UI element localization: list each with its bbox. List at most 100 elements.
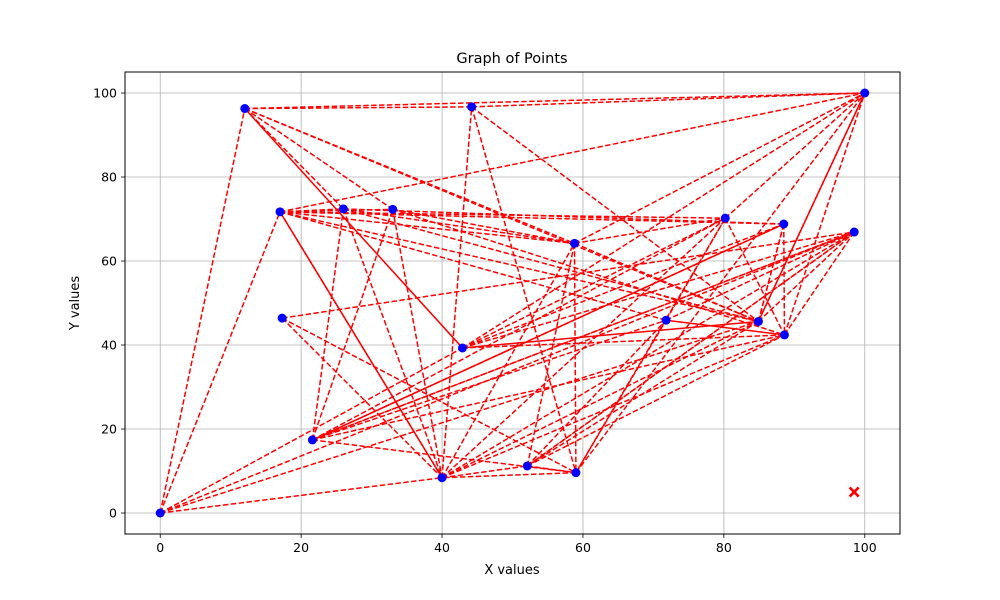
- dashed-edge: [527, 465, 577, 474]
- data-point: [522, 461, 532, 471]
- solid-edge: [279, 211, 443, 479]
- data-point: [277, 313, 287, 323]
- x-marker: [848, 486, 860, 498]
- dashed-edge: [665, 231, 855, 321]
- dashed-edge: [343, 208, 784, 225]
- dashed-edge: [311, 209, 394, 441]
- data-point: [388, 204, 398, 214]
- dashed-edge: [392, 208, 575, 245]
- dashed-edge: [574, 92, 866, 245]
- dashed-edge: [526, 320, 759, 467]
- dashed-edge: [244, 106, 472, 110]
- axis-ticks: 0 20 40 60 80 100 0 20 40 60 80 100: [93, 86, 877, 556]
- y-axis-label: Y values: [68, 276, 83, 332]
- dashed-edge: [462, 334, 785, 349]
- dashed-edge: [441, 231, 855, 479]
- dashed-edge: [282, 231, 855, 319]
- y-tick-label: 20: [101, 422, 117, 437]
- dashed-edge: [783, 224, 786, 335]
- dashed-edge: [312, 217, 726, 441]
- x-axis-label: X values: [484, 563, 540, 578]
- dashed-edge: [441, 320, 759, 479]
- dashed-edge: [471, 106, 759, 323]
- y-tick-label: 60: [101, 254, 117, 269]
- data-point: [240, 104, 250, 114]
- dashed-edge: [244, 92, 865, 110]
- data-point: [720, 213, 730, 223]
- dashed-edge: [574, 217, 726, 245]
- dashed-edge: [574, 242, 759, 323]
- grid: [125, 72, 900, 534]
- dashed-edge: [471, 92, 865, 108]
- dashed-edge: [462, 231, 855, 349]
- x-marker-layer: [848, 486, 860, 498]
- x-tick-label: 100: [853, 540, 877, 555]
- data-points: [155, 88, 870, 518]
- dashed-edge: [279, 208, 393, 213]
- y-tick-label: 40: [101, 338, 117, 353]
- data-point: [467, 102, 477, 112]
- dashed-edge: [279, 211, 759, 323]
- dashed-edge: [279, 211, 575, 245]
- dashed-edge: [279, 211, 667, 321]
- dashed-edge: [343, 208, 575, 245]
- dashed-edge: [312, 319, 667, 441]
- dashed-edge: [724, 217, 786, 336]
- dashed-edge: [462, 217, 726, 349]
- x-tick-label: 20: [293, 540, 309, 555]
- data-point: [753, 316, 763, 326]
- dashed-edge: [312, 334, 785, 441]
- chart-title: Graph of Points: [456, 51, 567, 67]
- x-tick-label: 40: [434, 540, 450, 555]
- dashed-edge: [311, 208, 345, 441]
- data-point: [570, 238, 579, 248]
- x-tick-label: 0: [156, 540, 164, 555]
- dashed-edge: [159, 320, 759, 514]
- x-tick-label: 80: [716, 540, 732, 555]
- solid-edge: [757, 92, 866, 322]
- data-point: [779, 219, 789, 229]
- x-tick-label: 60: [575, 540, 591, 555]
- solid-edge: [665, 319, 785, 336]
- data-point: [437, 473, 447, 483]
- dashed-edge: [159, 108, 246, 514]
- y-tick-label: 0: [109, 506, 117, 521]
- data-point: [849, 227, 859, 237]
- data-point: [661, 315, 671, 325]
- dashed-edge: [392, 208, 785, 336]
- data-point: [155, 508, 165, 518]
- dashed-edge: [526, 231, 855, 467]
- dashed-edge: [757, 231, 855, 323]
- dashed-edge: [279, 92, 865, 213]
- solid-edge: [312, 223, 785, 441]
- y-tick-label: 100: [93, 86, 117, 101]
- dashed-edge: [783, 231, 855, 336]
- dashed-edge: [526, 319, 667, 467]
- dashed-edge: [342, 208, 443, 478]
- data-point: [338, 204, 348, 214]
- dashed-edge: [441, 242, 576, 479]
- dashed-edge: [343, 208, 759, 323]
- dashed-edge: [526, 243, 576, 467]
- dashed-edge: [441, 465, 528, 479]
- dashed-edge: [312, 231, 855, 441]
- dashed-edge: [783, 92, 866, 336]
- dashed-edge: [462, 92, 866, 349]
- dashed-edge: [470, 106, 577, 473]
- dashed-edge: [441, 106, 473, 478]
- dashed-edge: [391, 209, 443, 478]
- dashed-edge: [281, 317, 443, 479]
- y-tick-label: 80: [101, 170, 117, 185]
- dashed-edge: [159, 347, 463, 514]
- data-point: [307, 435, 317, 445]
- data-point: [860, 88, 870, 98]
- plot-area-frame: [124, 71, 901, 535]
- dashed-edge: [462, 223, 785, 349]
- solid-edge: [244, 108, 464, 349]
- data-point: [275, 207, 285, 217]
- connection-lines: [159, 92, 866, 514]
- data-point: [779, 330, 789, 340]
